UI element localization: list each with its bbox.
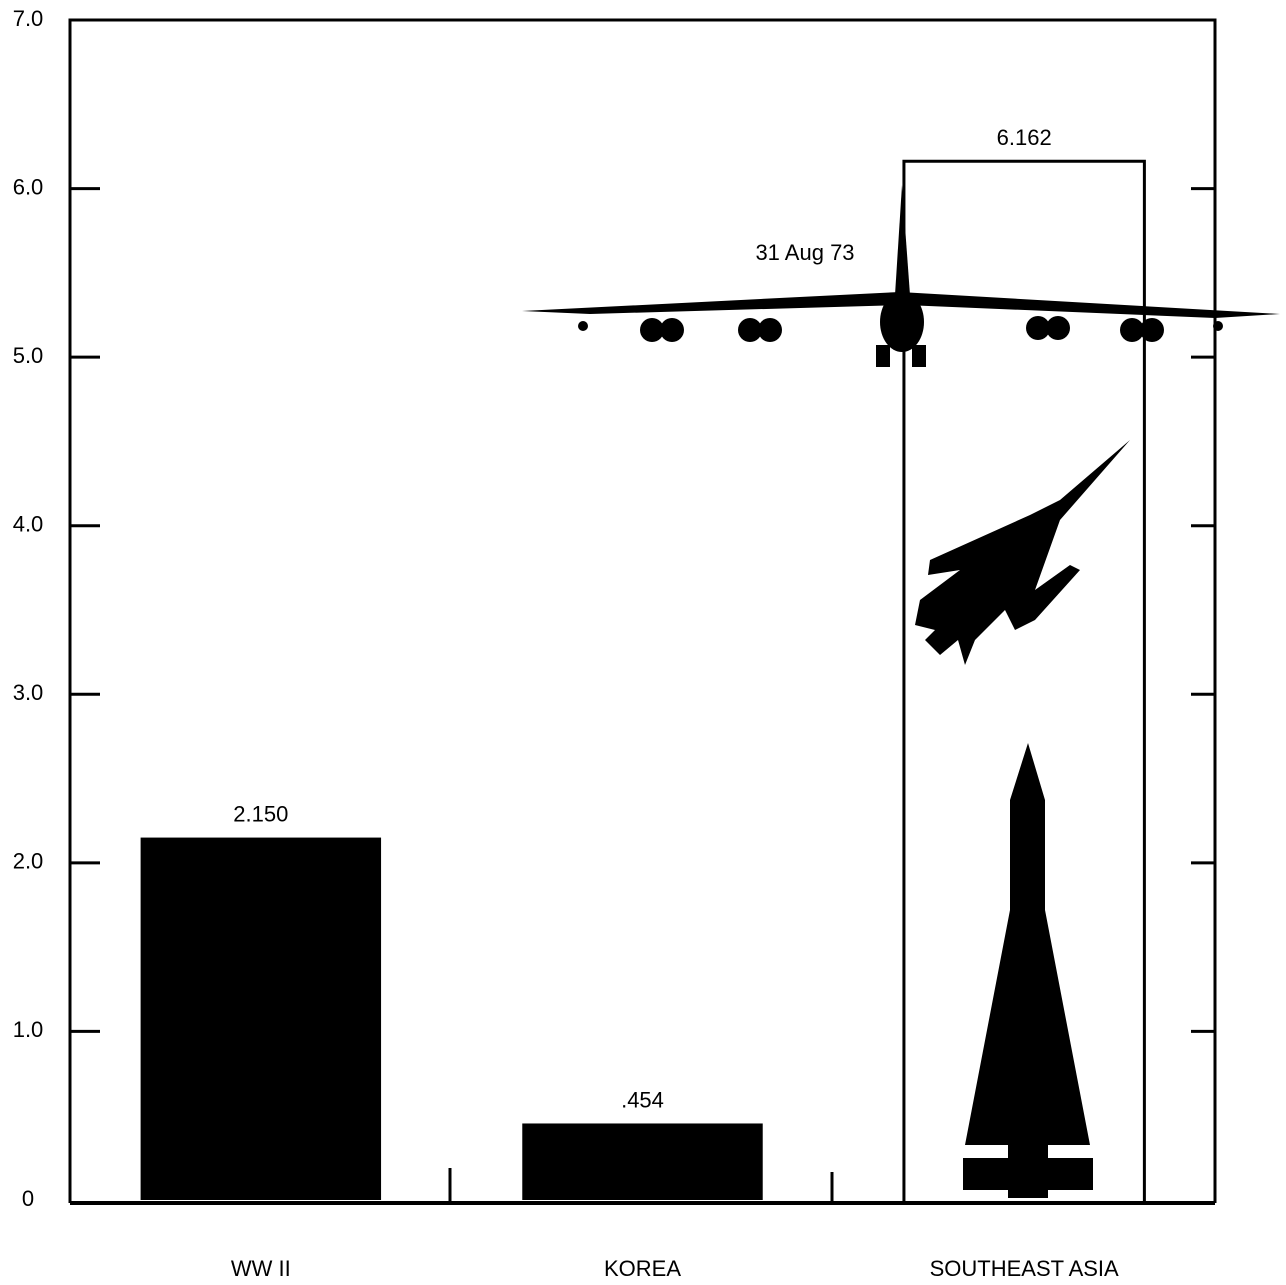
fighter — [915, 440, 1130, 665]
missile-body — [965, 743, 1090, 1145]
bar — [902, 159, 1146, 1203]
engine — [758, 318, 782, 342]
x-tick-label: SOUTHEAST ASIA — [930, 1256, 1119, 1281]
engine — [1046, 316, 1070, 340]
value-label: 2.150 — [233, 801, 288, 826]
engine — [738, 318, 762, 342]
tip — [578, 321, 588, 331]
y-tick-label: 0 — [22, 1186, 34, 1211]
missile-silhouette — [963, 743, 1093, 1198]
y-tick-label: 6.0 — [13, 174, 44, 199]
bar — [522, 1123, 763, 1200]
x-tick-label: WW II — [231, 1256, 291, 1281]
value-label: .454 — [621, 1087, 664, 1112]
engine — [660, 318, 684, 342]
fuselage — [880, 292, 924, 352]
frame — [68, 18, 1217, 1205]
y-tick-label: 1.0 — [13, 1017, 44, 1042]
engine — [640, 318, 664, 342]
engine — [1140, 318, 1164, 342]
y-tick-label: 2.0 — [13, 849, 44, 874]
engine — [1026, 316, 1050, 340]
x-tick-label: KOREA — [604, 1256, 681, 1281]
fighter-silhouette — [915, 440, 1130, 665]
tip — [1213, 321, 1223, 331]
b52-silhouette — [522, 185, 1280, 367]
gear — [876, 345, 890, 367]
value-label: 6.162 — [997, 125, 1052, 150]
y-tick-label: 4.0 — [13, 512, 44, 537]
engine — [1120, 318, 1144, 342]
y-tick-label: 7.0 — [13, 6, 44, 31]
bar — [140, 837, 382, 1200]
annotation: 31 Aug 73 — [755, 240, 854, 265]
y-tick-label: 3.0 — [13, 680, 44, 705]
axis-frame — [68, 18, 1217, 1203]
y-tick-label: 5.0 — [13, 343, 44, 368]
missile-nozzle — [1008, 1140, 1048, 1198]
gear — [912, 345, 926, 367]
